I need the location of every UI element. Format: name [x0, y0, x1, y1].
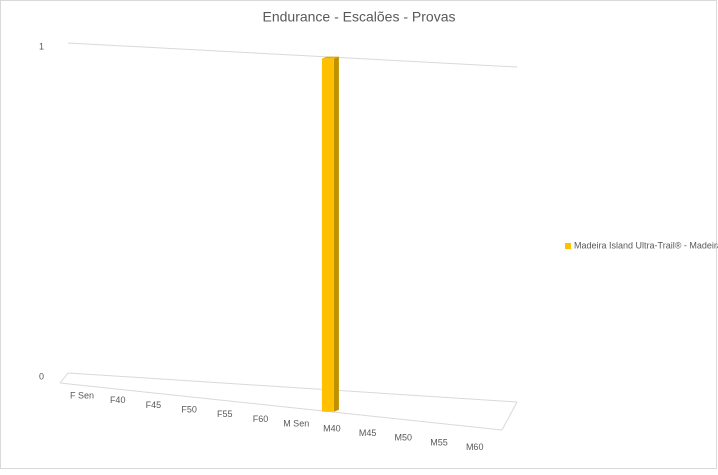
x-tick-label: M60	[466, 442, 484, 452]
floor-edge	[59, 372, 69, 384]
x-tick-label: M50	[395, 433, 413, 443]
floor-edge	[501, 401, 518, 431]
grid-line	[67, 372, 518, 403]
bar-side	[333, 56, 339, 412]
chart-title: Endurance - Escalões - Provas	[263, 9, 456, 25]
y-tick-label: 1	[39, 41, 44, 51]
x-tick-label: M45	[359, 428, 377, 438]
grid-line	[67, 42, 518, 68]
legend-swatch	[565, 243, 571, 249]
y-tick-label: 0	[39, 371, 44, 381]
x-tick-label: F50	[181, 404, 197, 414]
floor-edge	[59, 382, 503, 431]
x-tick-label: M55	[430, 437, 448, 447]
legend-label: Madeira Island Ultra-Trail® - Madeira	[574, 240, 718, 250]
x-tick-label: M40	[323, 423, 341, 433]
x-tick-label: F Sen	[70, 390, 94, 400]
x-tick-label: F60	[253, 414, 269, 424]
x-tick-label: M Sen	[283, 419, 309, 429]
bar-top	[321, 56, 339, 59]
bar	[321, 58, 334, 412]
x-tick-label: F55	[217, 409, 233, 419]
x-tick-label: F40	[110, 395, 126, 405]
x-tick-label: F45	[146, 400, 162, 410]
